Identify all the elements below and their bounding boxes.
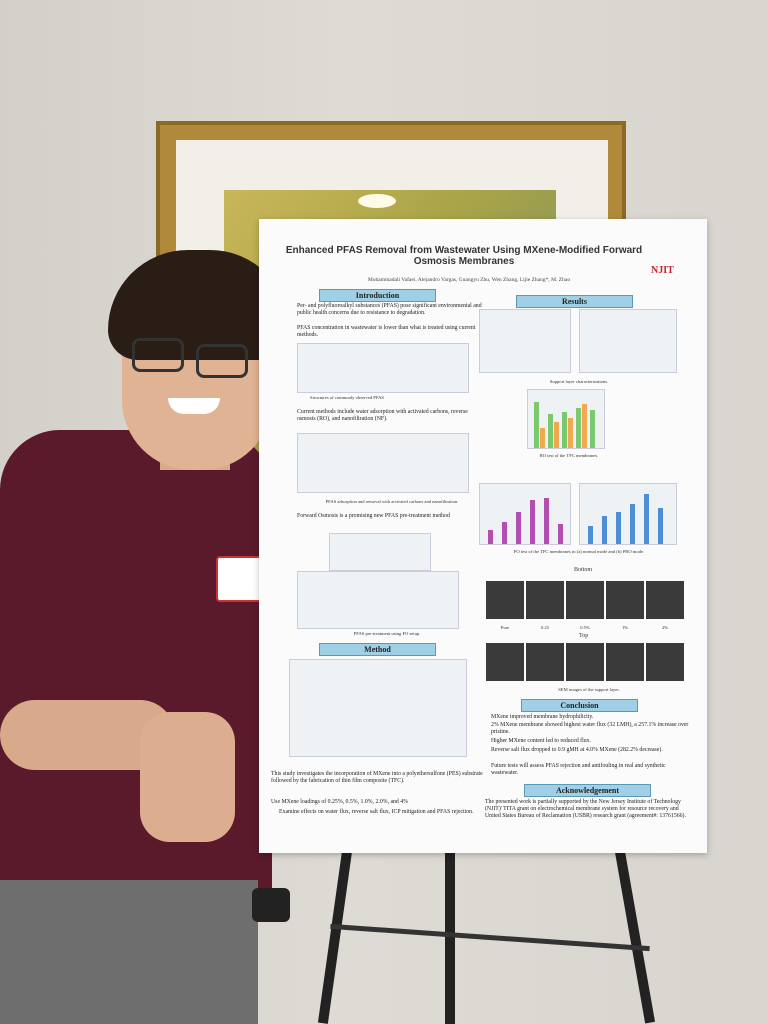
conclusion-item-5: Future tests will assess PFAS rejection … <box>491 763 666 777</box>
sem-image-top-1 <box>606 643 644 681</box>
ro-test-caption: RO test of the TFC membranes. <box>539 453 599 458</box>
method-bullet-1: This study investigates the incorporatio… <box>271 771 483 785</box>
sem-image-top-025 <box>526 643 564 681</box>
thumbs-up-hand <box>140 712 235 842</box>
ro-test-chart <box>527 389 605 449</box>
conclusion-item-4: Reverse salt flux dropped to 0.9 gMH at … <box>491 747 663 753</box>
acknowledgement-text: The presented work is partially supporte… <box>485 799 686 820</box>
fo-setup-figure <box>297 571 459 629</box>
intro-paragraph-1: Per- and polyfluoroalkyl substances (PFA… <box>297 303 482 317</box>
fo-test-caption: FO test of the TFC membranes in (a) norm… <box>513 549 645 554</box>
pore-size-thickness-chart <box>579 309 677 373</box>
pfas-structures-figure <box>297 343 469 393</box>
person-pants <box>0 880 258 1024</box>
sem-image-bottom-pure <box>486 581 524 619</box>
glasses-lens-right <box>196 344 248 378</box>
introduction-header: Introduction <box>319 289 436 302</box>
conclusion-item-2: 2% MXene membrane showed highest water f… <box>491 722 689 736</box>
conclusion-item-1: MXene improved membrane hydrophilicity. <box>491 714 594 720</box>
person-smile <box>168 398 220 414</box>
njit-logo: NJIT <box>651 265 674 276</box>
person-shirt <box>0 430 272 900</box>
intro-bullet-forward-osmosis: Forward Osmosis is a promising new PFAS … <box>297 513 450 519</box>
sem-image-top-pure <box>486 643 524 681</box>
sem-caption: SEM images of the support layer. <box>558 687 620 692</box>
sem-top-label: Top <box>579 633 589 639</box>
research-poster: Enhanced PFAS Removal from Wastewater Us… <box>259 219 707 853</box>
support-layer-caption: Support layer characterizations. <box>549 379 609 384</box>
intro-bullet-current-methods: Current methods include water adsorption… <box>297 409 468 423</box>
sem-image-bottom-025 <box>526 581 564 619</box>
adsorption-caption: PFAS adsorption and removal with activat… <box>325 499 459 504</box>
method-bullet-3: Examine effects on water flux, reverse s… <box>279 809 474 815</box>
glasses-lens-left <box>132 338 184 372</box>
frame-light-reflection <box>358 194 396 208</box>
sem-image-top-05 <box>566 643 604 681</box>
sem-label-2: 2% <box>661 625 669 630</box>
name-tag <box>216 556 266 602</box>
fo-setup-caption: PFAS pre-treatment using FO setup. <box>353 631 421 636</box>
conclusion-item-3: Higher MXene content led to reduced flux… <box>491 738 591 744</box>
method-header: Method <box>319 643 436 656</box>
poster-authors: Mohammadali Vafaei, Alejandro Vargas, Gu… <box>367 277 571 283</box>
fabrication-process-figure <box>289 659 467 757</box>
sem-label-05: 0.5% <box>580 625 590 630</box>
sem-label-1: 1% <box>621 625 629 630</box>
poster-title: Enhanced PFAS Removal from Wastewater Us… <box>285 245 643 267</box>
adsorption-removal-figure <box>297 433 469 493</box>
sem-bottom-label: Bottom <box>574 567 593 573</box>
acknowledgement-header: Acknowledgement <box>524 784 651 797</box>
conclusion-header: Conclusion <box>521 699 638 712</box>
sem-label-pure: Pure <box>500 625 510 630</box>
sem-image-top-2 <box>646 643 684 681</box>
sem-image-bottom-1 <box>606 581 644 619</box>
pwp-porosity-chart <box>479 309 571 373</box>
method-bullet-2: Use MXene loadings of 0.25%, 0.5%, 1.0%,… <box>271 799 409 805</box>
sem-label-025: 0.25 <box>540 625 550 630</box>
sem-image-bottom-05 <box>566 581 604 619</box>
fo-membrane-figure <box>329 533 431 571</box>
wristwatch <box>252 888 290 922</box>
fo-normal-mode-chart <box>479 483 571 545</box>
pfas-structures-caption: Structures of commonly observed PFAS <box>310 395 384 400</box>
fo-pro-mode-chart <box>579 483 677 545</box>
intro-paragraph-2: PFAS concentration in wastewater is lowe… <box>297 325 476 339</box>
sem-image-bottom-2 <box>646 581 684 619</box>
results-header: Results <box>516 295 633 308</box>
